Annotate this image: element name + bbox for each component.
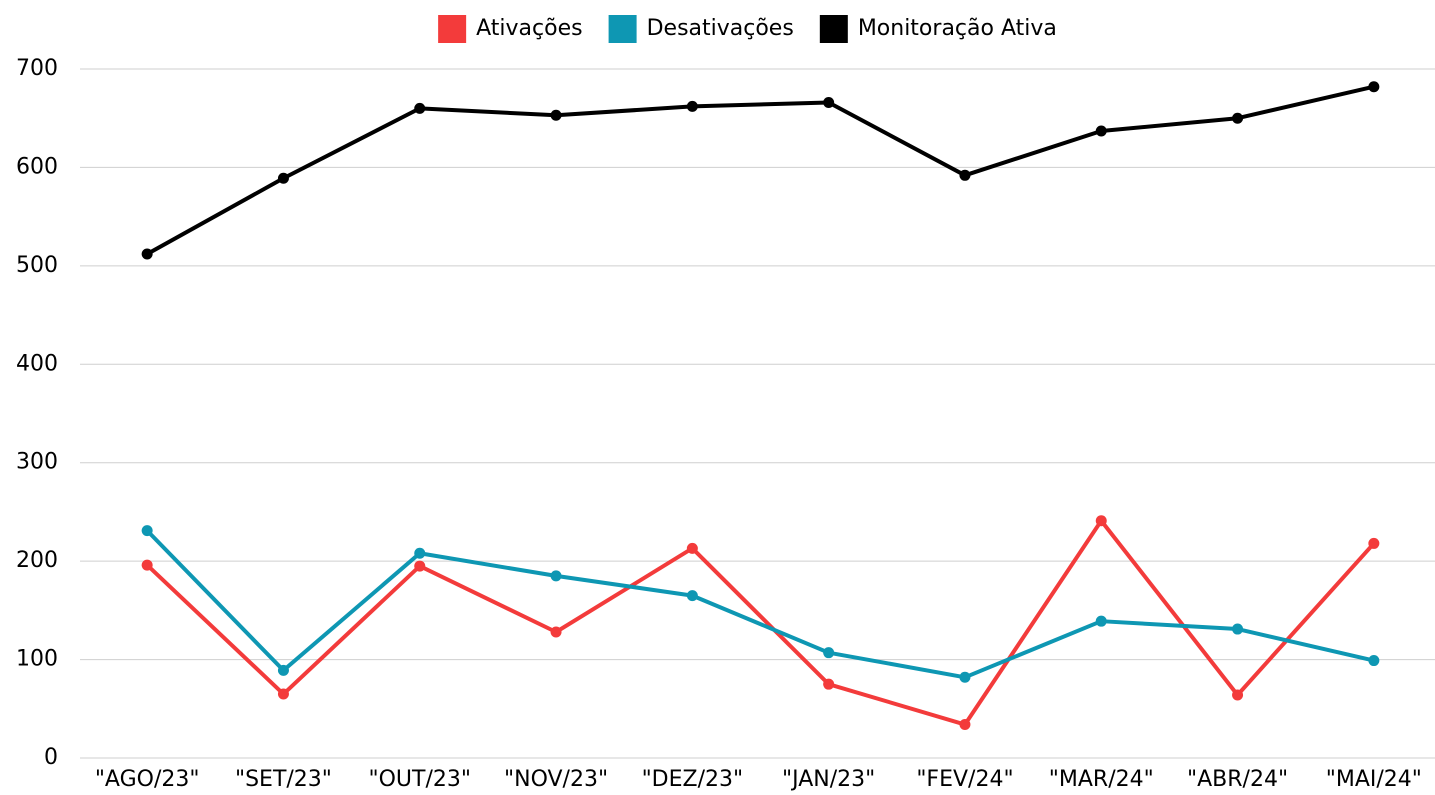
x-tick-label: "JAN/23" [782,767,875,792]
y-tick-label: 200 [16,548,58,573]
legend-swatch [608,15,637,43]
point [277,172,289,184]
legend-label: Desativações [647,16,794,41]
y-tick-label: 0 [44,745,58,770]
x-tick-label: "FEV/24" [916,767,1013,792]
point [277,664,289,676]
x-tick-label: "MAI/24" [1326,767,1422,792]
point [141,559,153,571]
x-tick-label: "OUT/23" [368,767,471,792]
y-tick-label: 300 [16,450,58,475]
series-line [146,84,1375,256]
x-tick-label: "SET/23" [235,767,332,792]
x-tick-label: "MAR/24" [1049,767,1154,792]
point [414,102,426,114]
x-tick-label: "ABR/24" [1187,767,1288,792]
y-tick-label: 500 [16,253,58,278]
point [1232,623,1244,635]
point [1368,81,1380,93]
point [1368,655,1380,667]
point [550,109,562,121]
y-tick-label: 400 [16,351,58,376]
point [414,560,426,572]
legend-swatch [438,15,467,43]
point [550,570,562,582]
x-tick-label: "AGO/23" [95,767,200,792]
point [823,647,835,659]
point [550,626,562,638]
point [686,542,698,554]
point [686,590,698,602]
point [1232,689,1244,701]
point [1095,615,1107,627]
point [414,547,426,559]
point [277,688,289,700]
point [1095,515,1107,527]
point [141,525,153,537]
y-tick-label: 100 [16,647,58,672]
point [823,96,835,108]
point [959,719,971,731]
legend-label: Monitoração Ativa [858,16,1057,41]
series-line [145,518,1376,727]
point [959,169,971,181]
point [1232,112,1244,124]
point [1368,537,1380,549]
y-tick-label: 700 [16,56,58,81]
legend-label: Ativações [476,16,582,41]
y-tick-label: 600 [16,154,58,179]
point [1095,125,1107,137]
point [959,671,971,683]
legend-swatch [819,15,848,43]
x-tick-label: "NOV/23" [504,767,608,792]
point [141,248,153,260]
series-line [145,529,1375,680]
point [686,100,698,112]
point [823,678,835,690]
x-tick-label: "DEZ/23" [642,767,744,792]
